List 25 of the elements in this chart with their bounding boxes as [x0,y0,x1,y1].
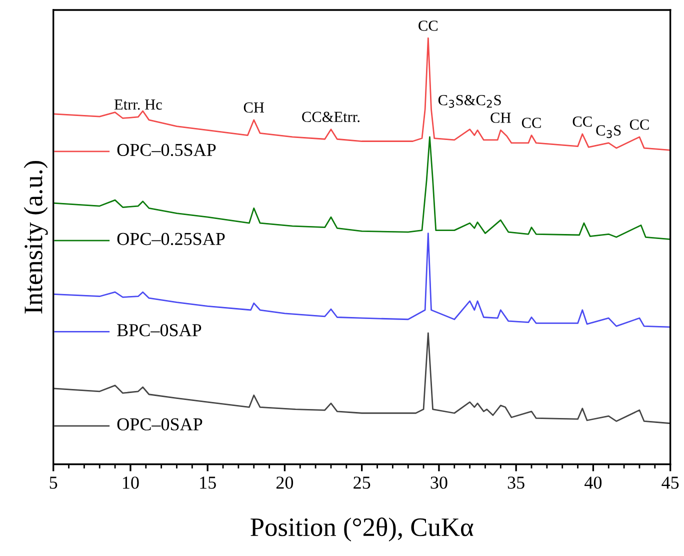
legend-label: OPC–0.5SAP [117,144,216,156]
x-tick-label: 10 [123,476,139,489]
legend-label: OPC–0.25SAP [117,232,225,246]
x-tick-label: 20 [276,476,294,489]
y-axis-title: Intensity (a.u.) [24,160,48,314]
annotation: CC&Etrr. [302,112,360,122]
x-tick-label: 30 [430,476,448,489]
annotation: CC [572,116,592,127]
annotation: CH [244,102,264,113]
annotation: CC [522,118,541,128]
x-axis-title: Position (°2θ), CuKα [250,517,474,542]
annotation: Etrr. Hc [114,100,162,110]
legend-label: BPC–0SAP [117,324,202,336]
annotation: C$_{3}$S&C$_{2}$S [438,95,501,108]
legend-label: OPC–0SAP [117,418,202,430]
annotation: C$_{3}$S [596,125,621,138]
x-tick-label: 45 [662,476,679,489]
annotation: CC [630,119,649,130]
x-tick-label: 35 [508,476,524,489]
annotation: CC [418,20,438,31]
x-tick-label: 15 [200,476,216,489]
x-tick-label: 5 [50,476,58,489]
x-tick-label: 25 [354,476,370,489]
annotation: CH [490,112,511,123]
x-tick-label: 40 [584,476,602,489]
